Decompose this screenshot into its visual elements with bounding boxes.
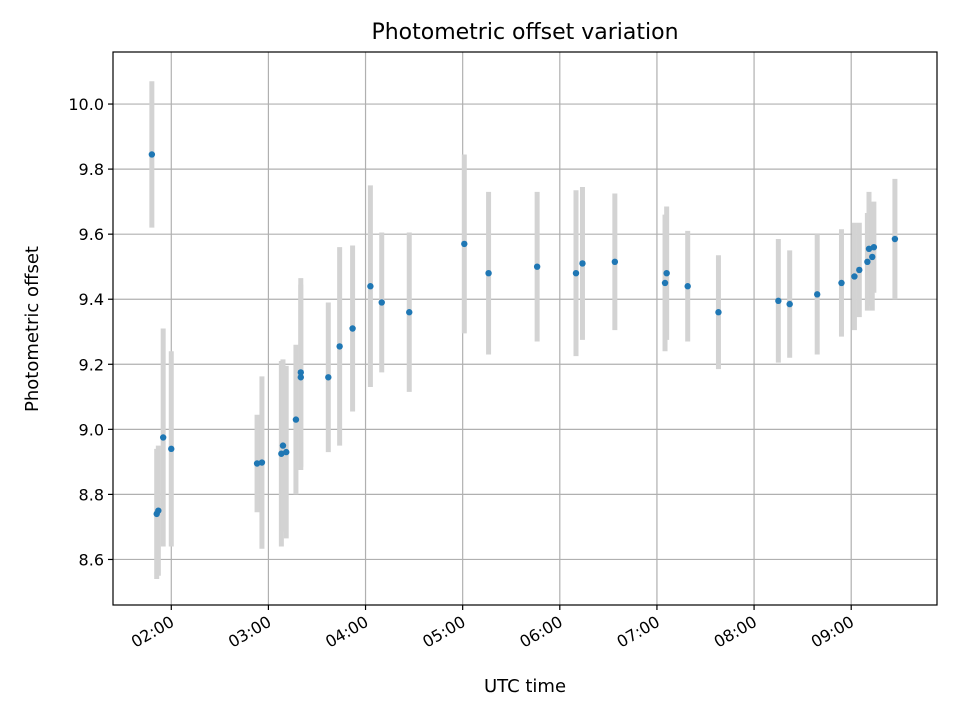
y-tick-label: 8.8: [79, 485, 104, 504]
data-point: [786, 300, 793, 308]
data-point: [378, 299, 385, 306]
x-tick-label: 08:00: [711, 612, 760, 652]
data-point: [253, 460, 261, 467]
x-tick-label: 05:00: [419, 612, 468, 652]
y-tick-label: 9.6: [79, 225, 104, 244]
data-point: [870, 243, 878, 251]
data-point: [159, 434, 167, 441]
data-point: [485, 270, 492, 277]
data-point: [775, 297, 782, 305]
data-point: [572, 270, 580, 277]
data-point: [155, 507, 162, 514]
y-tick-label: 9.2: [79, 355, 104, 374]
data-point: [715, 309, 722, 316]
data-point: [865, 245, 873, 253]
data-point: [283, 448, 290, 456]
x-tick-label: 07:00: [614, 612, 663, 652]
x-tick-label: 09:00: [808, 612, 857, 652]
y-tick-label: 9.0: [79, 420, 104, 439]
data-point: [349, 325, 356, 332]
data-point: [814, 291, 821, 298]
data-point: [292, 416, 300, 423]
y-tick-label: 10.0: [68, 95, 104, 114]
data-point: [838, 279, 845, 287]
data-point: [297, 369, 304, 376]
y-tick-label: 9.8: [79, 160, 104, 179]
x-tick-label: 03:00: [225, 612, 274, 652]
data-point: [579, 260, 586, 267]
data-point: [279, 442, 287, 449]
error-bars: [149, 81, 898, 579]
x-tick-label: 02:00: [128, 612, 177, 652]
x-tick-label: 06:00: [516, 612, 565, 652]
data-point: [168, 445, 175, 453]
x-axis-label: UTC time: [484, 676, 566, 697]
data-point: [851, 273, 858, 280]
data-point: [278, 450, 285, 457]
data-point: [891, 235, 899, 243]
data-point: [297, 374, 304, 381]
plot-frame: [112, 51, 938, 606]
data-point: [684, 283, 691, 290]
y-tick-label: 9.4: [79, 290, 104, 309]
y-axis-label: Photometric offset: [22, 246, 43, 412]
x-axis-ticks: 02:00 03:00 04:00 05:00 06:00 07:00 08:00 09:00: [128, 605, 857, 652]
data-point: [611, 258, 619, 266]
chart-title: Photometric offset variation: [371, 20, 678, 45]
data-point: [864, 258, 871, 266]
data-point: [336, 343, 343, 350]
y-tick-label: 8.6: [79, 550, 104, 569]
data-point: [869, 253, 876, 261]
data-point: [367, 283, 374, 290]
data-point: [461, 240, 468, 248]
data-point: [406, 309, 413, 316]
x-tick-label: 04:00: [322, 612, 371, 652]
data-point: [663, 270, 670, 277]
data-point: [856, 266, 863, 274]
data-points: [148, 151, 899, 518]
data-point: [325, 374, 332, 381]
data-point: [148, 151, 156, 158]
grid: [113, 52, 937, 605]
data-point: [533, 263, 541, 270]
data-point: [258, 459, 266, 466]
y-axis-ticks: 8.6 8.8 9.0 9.2 9.4 9.6 9.8 10.0: [68, 95, 113, 569]
data-point: [661, 279, 669, 287]
